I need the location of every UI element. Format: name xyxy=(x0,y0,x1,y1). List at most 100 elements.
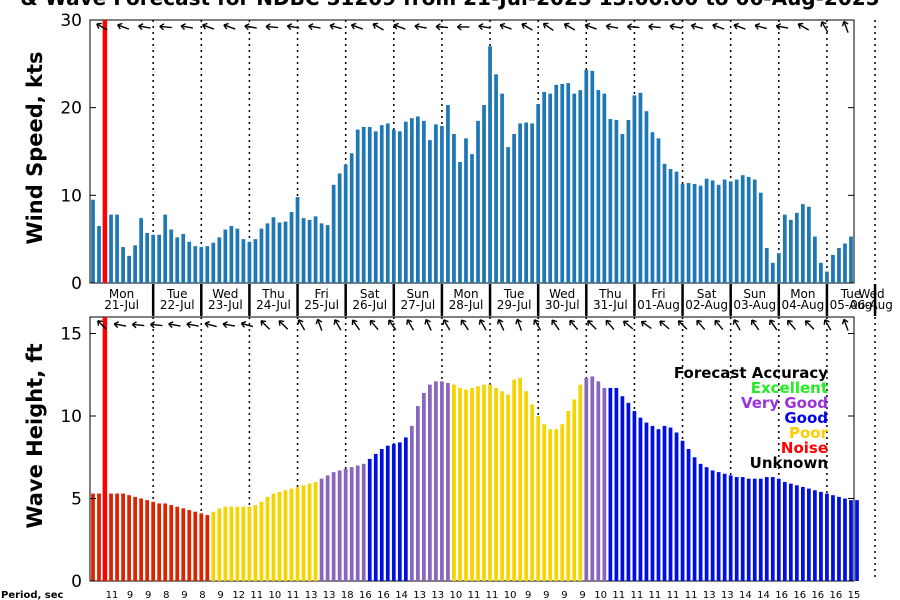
wind-bar xyxy=(415,116,420,283)
wave-bar xyxy=(211,511,216,581)
wave-bar xyxy=(277,491,282,581)
day-of-week-label: Thu xyxy=(261,287,285,301)
wave-bar xyxy=(602,387,607,581)
wind-direction-arrow-icon xyxy=(669,23,682,31)
wave-bar xyxy=(133,496,137,581)
wave-bar xyxy=(782,482,787,581)
period-value: 10 xyxy=(594,590,607,600)
period-value: 13 xyxy=(431,590,444,600)
period-value: 18 xyxy=(341,590,354,600)
wind-bar xyxy=(662,163,667,283)
wind-bar xyxy=(740,175,745,283)
wind-bar xyxy=(325,225,330,283)
wave-bar xyxy=(614,387,619,581)
wave-bar xyxy=(397,442,402,581)
wave-bar xyxy=(241,506,246,581)
wind-bar xyxy=(265,223,270,283)
day-of-week-label: Sun xyxy=(743,287,766,301)
wave-bar xyxy=(367,458,372,581)
wind-y-tick-label: 10 xyxy=(60,186,82,206)
wind-bar xyxy=(849,236,853,283)
wave-bar xyxy=(235,506,240,581)
wave-bar xyxy=(578,384,583,581)
wave-bar xyxy=(379,449,384,581)
day-of-week-label: Wed xyxy=(549,287,575,301)
wind-bar xyxy=(716,184,721,283)
wave-bar xyxy=(608,387,613,581)
wave-direction-arrow-icon xyxy=(677,320,688,330)
wave-bar xyxy=(819,491,823,581)
wind-bar xyxy=(614,119,619,283)
wind-bar xyxy=(668,169,673,283)
wind-direction-arrow-icon xyxy=(841,20,849,33)
wind-bar xyxy=(776,253,781,283)
wind-direction-arrow-icon xyxy=(478,23,491,31)
wind-bar xyxy=(807,206,811,283)
date-label: 06-Aug xyxy=(850,298,893,312)
date-label: 04-Aug xyxy=(781,298,824,312)
wind-bar xyxy=(764,247,769,283)
period-value: 16 xyxy=(359,590,372,600)
wave-direction-arrow-icon xyxy=(204,320,217,328)
wave-bar xyxy=(193,511,198,581)
date-label: 26-Jul xyxy=(352,298,387,312)
period-value: 8 xyxy=(163,590,169,600)
wind-bar xyxy=(692,183,697,283)
date-label: 01-Aug xyxy=(637,298,680,312)
wind-bar xyxy=(674,171,679,283)
wave-direction-arrow-icon xyxy=(732,319,741,331)
wave-bar xyxy=(403,437,408,581)
wave-direction-arrow-icon xyxy=(605,319,615,331)
date-label: 28-Jul xyxy=(449,298,484,312)
wave-bar xyxy=(632,411,637,581)
wind-bar xyxy=(837,247,841,283)
wind-bar xyxy=(506,147,510,283)
wind-bar xyxy=(295,197,300,283)
wind-direction-arrow-icon xyxy=(202,22,215,30)
wind-direction-arrow-icon xyxy=(690,22,704,30)
wave-direction-arrow-icon xyxy=(406,319,415,331)
wave-bar xyxy=(415,406,420,581)
wave-bar xyxy=(271,493,276,581)
wind-direction-arrow-icon xyxy=(712,22,725,30)
wind-bar xyxy=(289,211,294,283)
wind-bar xyxy=(584,69,589,283)
legend-entry: Poor xyxy=(789,424,829,442)
wind-y-tick-label: 0 xyxy=(71,274,82,294)
wave-bar xyxy=(331,472,336,581)
wave-bar xyxy=(151,501,156,581)
wind-bar xyxy=(349,153,354,283)
wave-direction-arrow-icon xyxy=(260,320,271,330)
wind-bar xyxy=(476,120,480,283)
wave-direction-arrow-icon xyxy=(131,321,145,329)
wave-direction-arrow-icon xyxy=(804,320,815,330)
wave-bar xyxy=(728,475,733,581)
wave-bar xyxy=(440,381,444,581)
wave-bar xyxy=(121,493,125,581)
period-value: 11 xyxy=(106,590,119,600)
wave-direction-arrow-icon xyxy=(769,319,778,331)
wave-bar xyxy=(295,486,300,581)
wind-direction-arrow-icon xyxy=(350,22,363,30)
wave-direction-arrow-icon xyxy=(659,320,670,330)
date-label: 21-Jul xyxy=(104,298,139,312)
wind-bar xyxy=(259,228,264,283)
wind-bar xyxy=(710,180,715,283)
wave-bar xyxy=(181,508,186,581)
period-label: Period, sec xyxy=(1,590,64,600)
wave-bar xyxy=(482,384,486,581)
wind-bar xyxy=(843,243,847,283)
day-of-week-label: Tue xyxy=(503,287,525,301)
wind-bar xyxy=(512,133,516,283)
wind-bar xyxy=(175,237,180,283)
wave-bar xyxy=(428,384,432,581)
wind-bar xyxy=(728,181,733,283)
wave-bar xyxy=(349,467,354,581)
wind-direction-arrow-icon xyxy=(138,23,151,31)
wave-bar xyxy=(391,444,396,581)
wave-bar xyxy=(325,475,330,581)
wind-bar xyxy=(542,91,547,284)
wave-bar xyxy=(554,429,559,581)
wind-bar xyxy=(235,228,240,283)
period-value: 9 xyxy=(543,590,549,600)
